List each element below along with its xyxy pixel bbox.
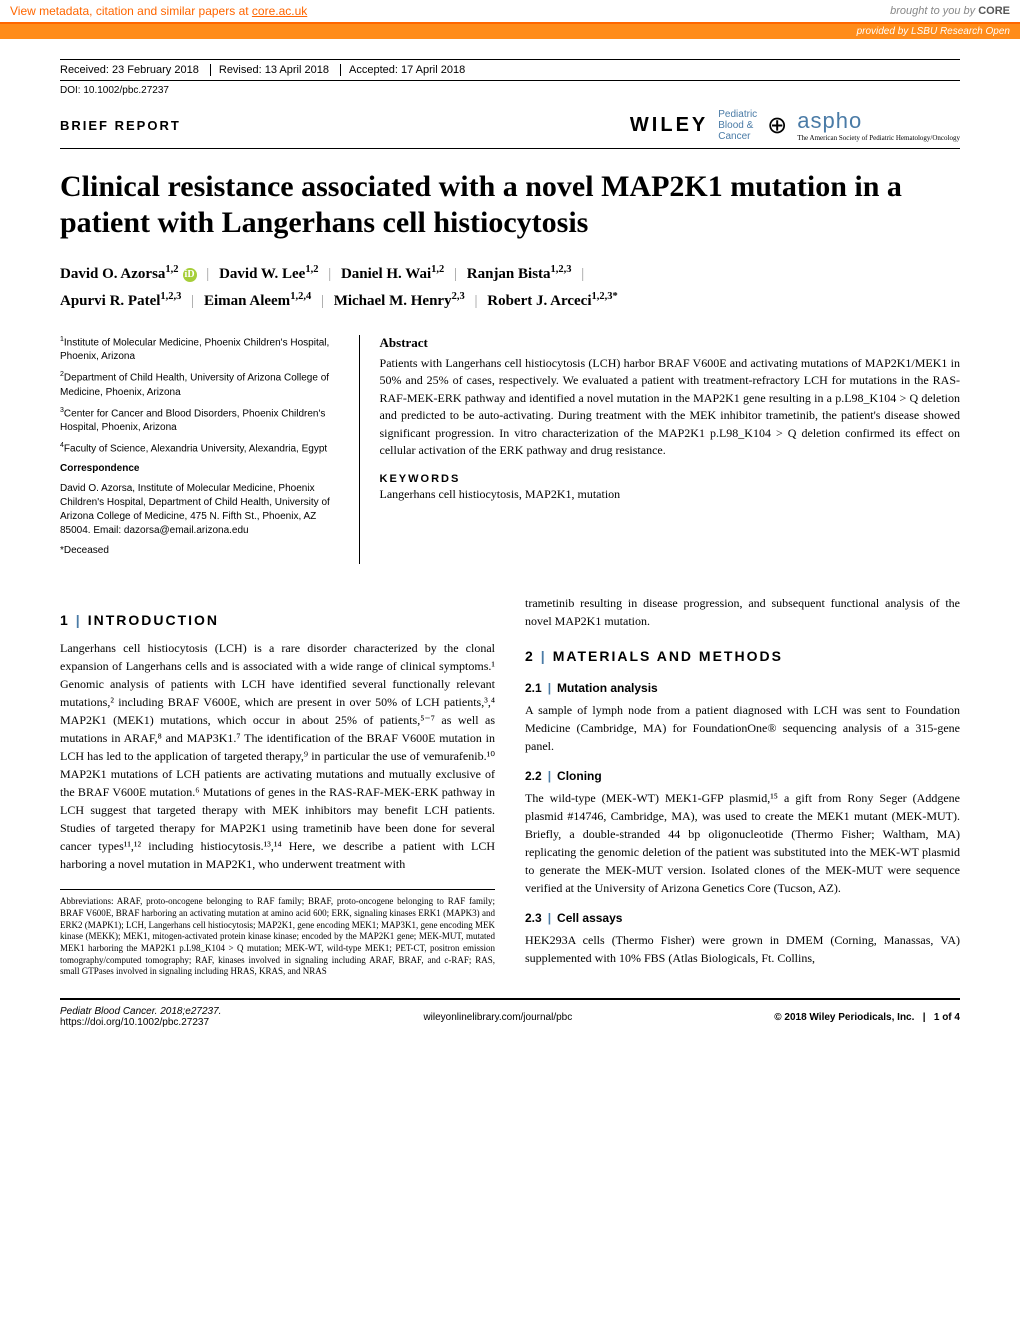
intro-body: Langerhans cell histiocytosis (LCH) is a…	[60, 639, 495, 873]
abstract-body: Patients with Langerhans cell histiocyto…	[380, 355, 960, 459]
aff-2: Department of Child Health, University o…	[60, 373, 329, 398]
core-left-text: View metadata, citation and similar pape…	[10, 4, 252, 18]
correspondence-head: Correspondence	[60, 462, 339, 476]
aspho-block: aspho The American Society of Pediatric …	[797, 108, 960, 142]
author-list: David O. Azorsa1,2iD | David W. Lee1,2 |…	[60, 261, 960, 315]
author-7: Robert J. Arceci1,2,3*	[487, 293, 618, 309]
core-banner: View metadata, citation and similar pape…	[0, 0, 1020, 24]
meta-accepted: Accepted: 17 April 2018	[349, 64, 465, 76]
s21-body: A sample of lymph node from a patient di…	[525, 701, 960, 755]
author-5: Eiman Aleem1,2,4	[204, 293, 311, 309]
author-2: Daniel H. Wai1,2	[341, 266, 444, 282]
article-meta: Received: 23 February 2018 Revised: 13 A…	[60, 59, 960, 81]
siop-icon: ⊕	[767, 111, 787, 140]
footer-left: Pediatr Blood Cancer. 2018;e27237. https…	[60, 1006, 221, 1028]
deceased-note: *Deceased	[60, 544, 339, 558]
s23-heading: 2.3|Cell assays	[525, 909, 960, 927]
provided-by-bar: provided by LSBU Research Open	[0, 24, 1020, 39]
core-link[interactable]: core.ac.uk	[252, 4, 307, 18]
aff-1: Institute of Molecular Medicine, Phoenix…	[60, 337, 329, 362]
footer-citation: Pediatr Blood Cancer. 2018;e27237.	[60, 1006, 221, 1017]
pbc-logo: Pediatric Blood & Cancer	[718, 109, 757, 142]
body-columns: 1|INTRODUCTION Langerhans cell histiocyt…	[60, 594, 960, 978]
intro-continuation: trametinib resulting in disease progress…	[525, 594, 960, 630]
meta-received: Received: 23 February 2018	[60, 64, 199, 76]
core-banner-left: View metadata, citation and similar pape…	[10, 4, 307, 18]
header-row: BRIEF REPORT WILEY Pediatric Blood & Can…	[60, 108, 960, 149]
article-type: BRIEF REPORT	[60, 118, 181, 133]
meta-revised: Revised: 13 April 2018	[219, 64, 329, 76]
pbc-l2: Blood &	[718, 120, 757, 131]
meta-abstract-row: 1Institute of Molecular Medicine, Phoeni…	[60, 335, 960, 564]
footer-center: wileyonlinelibrary.com/journal/pbc	[423, 1012, 572, 1023]
correspondence-body: David O. Azorsa, Institute of Molecular …	[60, 482, 339, 538]
footer-page: 1 of 4	[934, 1012, 960, 1023]
provided-prefix: provided by	[857, 26, 911, 37]
s22-body: The wild-type (MEK-WT) MEK1-GFP plasmid,…	[525, 789, 960, 897]
footer-right: © 2018 Wiley Periodicals, Inc. | 1 of 4	[774, 1012, 960, 1023]
aff-4: Faculty of Science, Alexandria Universit…	[64, 443, 327, 454]
s21-heading: 2.1|Mutation analysis	[525, 679, 960, 697]
left-column: 1|INTRODUCTION Langerhans cell histiocyt…	[60, 594, 495, 978]
aff-3: Center for Cancer and Blood Disorders, P…	[60, 408, 325, 433]
keywords-heading: KEYWORDS	[380, 473, 960, 485]
abstract-heading: Abstract	[380, 335, 960, 351]
core-banner-right: brought to you by CORE	[890, 5, 1010, 17]
keywords-body: Langerhans cell histiocytosis, MAP2K1, m…	[380, 487, 960, 502]
wiley-logo: WILEY	[630, 114, 708, 137]
affiliations: 1Institute of Molecular Medicine, Phoeni…	[60, 335, 360, 564]
right-column: trametinib resulting in disease progress…	[525, 594, 960, 978]
author-3: Ranjan Bista1,2,3	[467, 266, 572, 282]
journal-logos: WILEY Pediatric Blood & Cancer ⊕ aspho T…	[630, 108, 960, 142]
methods-heading: 2|MATERIALS AND METHODS	[525, 646, 960, 667]
author-1: David W. Lee1,2	[219, 266, 318, 282]
pbc-l1: Pediatric	[718, 109, 757, 120]
s22-heading: 2.2|Cloning	[525, 767, 960, 785]
orcid-icon: iD	[183, 268, 197, 282]
author-6: Michael M. Henry2,3	[334, 293, 465, 309]
page-content: Received: 23 February 2018 Revised: 13 A…	[0, 39, 1020, 1048]
footer-doi: https://doi.org/10.1002/pbc.27237	[60, 1017, 221, 1028]
pbc-l3: Cancer	[718, 131, 757, 142]
author-4: Apurvi R. Patel1,2,3	[60, 293, 181, 309]
aspho-logo: aspho	[797, 108, 862, 133]
author-0: David O. Azorsa1,2iD	[60, 266, 197, 282]
s23-body: HEK293A cells (Thermo Fisher) were grown…	[525, 931, 960, 967]
intro-heading: 1|INTRODUCTION	[60, 610, 495, 631]
abstract-column: Abstract Patients with Langerhans cell h…	[380, 335, 960, 564]
abbreviations: Abbreviations: ARAF, proto-oncogene belo…	[60, 889, 495, 978]
core-logo: CORE	[978, 5, 1010, 17]
core-right-prefix: brought to you by	[890, 5, 978, 17]
doi: DOI: 10.1002/pbc.27237	[60, 85, 960, 96]
footer-copyright: © 2018 Wiley Periodicals, Inc.	[774, 1012, 914, 1023]
article-title: Clinical resistance associated with a no…	[60, 169, 960, 241]
page-footer: Pediatr Blood Cancer. 2018;e27237. https…	[60, 998, 960, 1028]
aspho-sub: The American Society of Pediatric Hemato…	[797, 134, 960, 142]
provided-source: LSBU Research Open	[911, 26, 1010, 37]
